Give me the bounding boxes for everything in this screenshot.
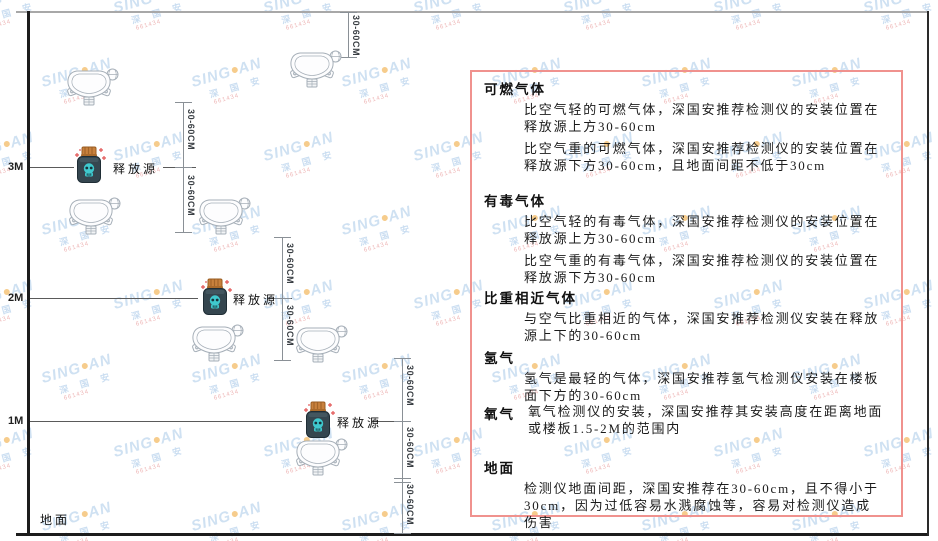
section-ground: 地面 检测仪地面间距，深国安推荐在30-60cm，且不得小于30cm，因为过低容… [484,457,894,536]
gas-detector-icon [290,47,342,89]
release-source-icon [71,146,107,186]
dimension-label: 30-60CM [186,175,196,217]
gas-detector-icon [296,322,348,364]
level-label-2m: 2M [8,292,24,304]
section-oxygen: 氧气 氧气检测仪的安装，深国安推荐其安装高度在距离地面或楼板1.5-2M的范围内 [484,403,894,437]
gas-detector-glyph [69,197,121,235]
ceiling-line [16,11,929,13]
dimension-line-1m [394,358,411,534]
gas-detector-icon [67,65,119,107]
gas-detector-glyph [192,324,244,362]
info-panel: 可燃气体 比空气轻的可燃气体，深国安推荐检测仪的安装位置在释放源上方30-60c… [470,70,903,530]
section-similar-density-gas: 比重相近气体 与空气比重相近的气体，深国安推荐检测仪安装在释放源上下的30-60… [484,287,894,349]
section-paragraph: 比空气轻的可燃气体，深国安推荐检测仪的安装位置在释放源上方30-60cm [524,102,880,134]
level-label-1m: 1M [8,415,24,427]
dimension-label: 30-60CM [405,484,415,526]
section-paragraph: 氧气检测仪的安装，深国安推荐其安装高度在距离地面或楼板1.5-2M的范围内 [528,404,884,436]
dimension-label: 30-60CM [285,305,295,347]
section-paragraph: 比空气重的可燃气体，深国安推荐检测仪的安装位置在释放源下方30-60cm，且地面… [524,141,880,173]
dimension-line-3m [175,102,192,233]
dimension-label: 30-60CM [186,109,196,151]
section-flammable-gas: 可燃气体 比空气轻的可燃气体，深国安推荐检测仪的安装位置在释放源上方30-60c… [484,78,894,179]
gas-detector-glyph [296,438,348,476]
release-source-label: 释放源 [113,162,159,176]
right-wall-line [927,11,929,536]
section-paragraph: 与空气比重相近的气体，深国安推荐检测仪安装在释放源上下的30-60cm [524,311,880,343]
gas-detector-icon [296,435,348,477]
ground-label: 地面 [40,513,71,527]
gas-detector-glyph [67,68,119,106]
level-line-1m [30,421,302,422]
section-hydrogen: 氢气 氢气是最轻的气体，深国安推荐氢气检测仪安装在楼板面下方的30-60cm [484,347,894,409]
level-line-3m [30,167,74,168]
release-source-glyph [304,401,335,438]
section-heading: 比重相近气体 [484,291,577,306]
dimension-label: 30-60CM [405,365,415,407]
release-source-label: 释放源 [337,416,383,430]
ground-line [16,533,929,536]
section-paragraph: 比空气重的有毒气体，深国安推荐检测仪的安装位置在释放源下方30-60cm [524,253,880,285]
gas-detector-icon [192,321,244,363]
gas-detector-icon [69,194,121,236]
section-paragraph: 氢气是最轻的气体，深国安推荐氢气检测仪安装在楼板面下方的30-60cm [524,371,880,403]
dimension-line-2m [274,237,291,361]
dimension-line-ceiling [340,12,357,58]
release-source-glyph [75,146,106,183]
gas-detector-icon [199,194,251,236]
dimension-label: 30-60CM [351,15,361,57]
level-line-2m [30,298,198,299]
dimension-label: 30-60CM [285,243,295,285]
release-source-glyph [201,278,232,315]
release-source-icon [197,278,233,318]
section-heading: 可燃气体 [484,82,546,97]
level-label-3m: 3M [8,161,24,173]
level-line-1m-stub [372,421,410,422]
section-heading: 地面 [484,461,515,476]
section-paragraph: 检测仪地面间距，深国安推荐在30-60cm，且不得小于30cm，因为过低容易水溅… [524,481,879,530]
wall-line [27,11,30,536]
gas-detector-glyph [199,197,251,235]
gas-detector-glyph [290,50,342,88]
section-heading: 氧气 [484,407,515,422]
release-source-label: 释放源 [233,293,279,307]
gas-detector-glyph [296,325,348,363]
section-toxic-gas: 有毒气体 比空气轻的有毒气体，深国安推荐检测仪的安装位置在释放源上方30-60c… [484,190,894,291]
release-source-icon [300,401,336,441]
dimension-label: 30-60CM [405,427,415,469]
section-paragraph: 比空气轻的有毒气体，深国安推荐检测仪的安装位置在释放源上方30-60cm [524,214,880,246]
section-heading: 氢气 [484,351,515,366]
section-heading: 有毒气体 [484,194,546,209]
